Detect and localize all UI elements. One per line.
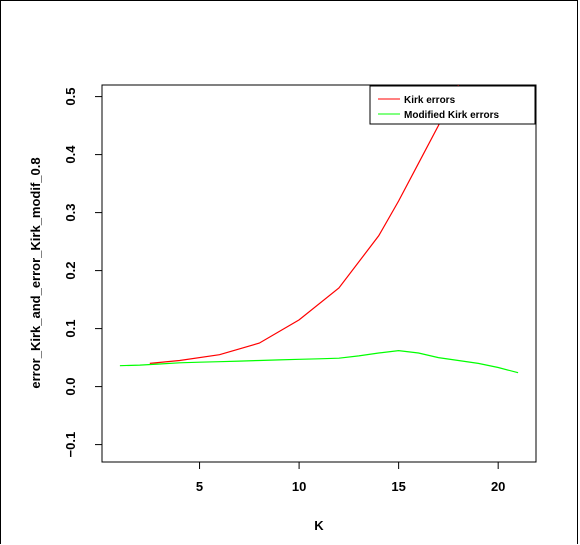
y-axis: −0.1 0.0 0.1 0.2 0.3 0.4 0.5 <box>63 88 102 458</box>
legend: Kirk errors Modified Kirk errors <box>369 85 536 125</box>
y-tick-label-1: 0.0 <box>63 378 78 396</box>
y-tick-label-2: 0.1 <box>63 320 78 338</box>
y-tick-label-3: 0.2 <box>63 262 78 280</box>
x-axis-title: K <box>314 518 324 533</box>
y-tick-label-6: 0.5 <box>63 88 78 106</box>
y-tick-label-4: 0.3 <box>63 204 78 222</box>
legend-label-kirk-errors: Kirk errors <box>404 95 456 106</box>
y-tick-label-5: 0.4 <box>63 145 78 164</box>
legend-label-modified-kirk-errors: Modified Kirk errors <box>404 110 499 121</box>
legend-box <box>369 85 536 125</box>
x-tick-label-10: 10 <box>292 479 306 494</box>
series-line-modified-kirk-errors <box>119 349 519 374</box>
y-tick-label-0: −0.1 <box>63 432 78 458</box>
y-axis-title: error_Kirk_and_error_Kirk_modif_0.8 <box>28 157 43 388</box>
plot-area-box <box>101 84 537 463</box>
x-tick-label-15: 15 <box>391 479 405 494</box>
x-axis: 5 10 15 20 <box>196 462 505 494</box>
x-tick-label-20: 20 <box>491 479 505 494</box>
x-tick-label-5: 5 <box>196 479 203 494</box>
